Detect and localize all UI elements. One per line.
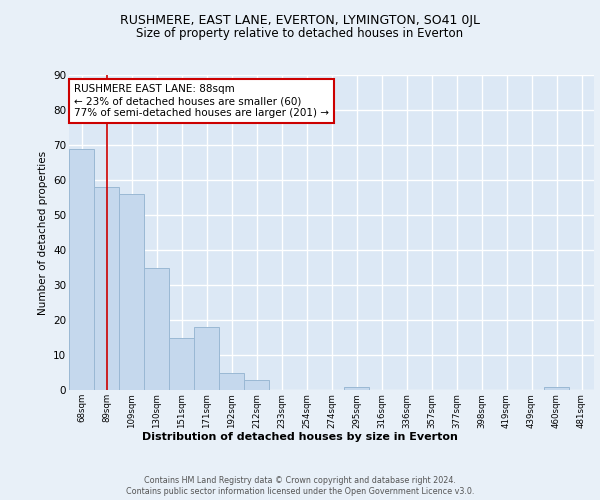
Y-axis label: Number of detached properties: Number of detached properties [38,150,47,314]
Text: Contains public sector information licensed under the Open Government Licence v3: Contains public sector information licen… [126,487,474,496]
Bar [119,194,144,390]
Bar [544,386,569,390]
Bar [94,187,119,390]
Text: Distribution of detached houses by size in Everton: Distribution of detached houses by size … [142,432,458,442]
Bar [69,148,94,390]
Bar [244,380,269,390]
Text: Size of property relative to detached houses in Everton: Size of property relative to detached ho… [136,28,464,40]
Bar [169,338,194,390]
Text: RUSHMERE, EAST LANE, EVERTON, LYMINGTON, SO41 0JL: RUSHMERE, EAST LANE, EVERTON, LYMINGTON,… [120,14,480,27]
Bar [194,327,219,390]
Text: Contains HM Land Registry data © Crown copyright and database right 2024.: Contains HM Land Registry data © Crown c… [144,476,456,485]
Bar [144,268,169,390]
Bar [219,372,244,390]
Text: RUSHMERE EAST LANE: 88sqm
← 23% of detached houses are smaller (60)
77% of semi-: RUSHMERE EAST LANE: 88sqm ← 23% of detac… [74,84,329,117]
Bar [344,386,369,390]
